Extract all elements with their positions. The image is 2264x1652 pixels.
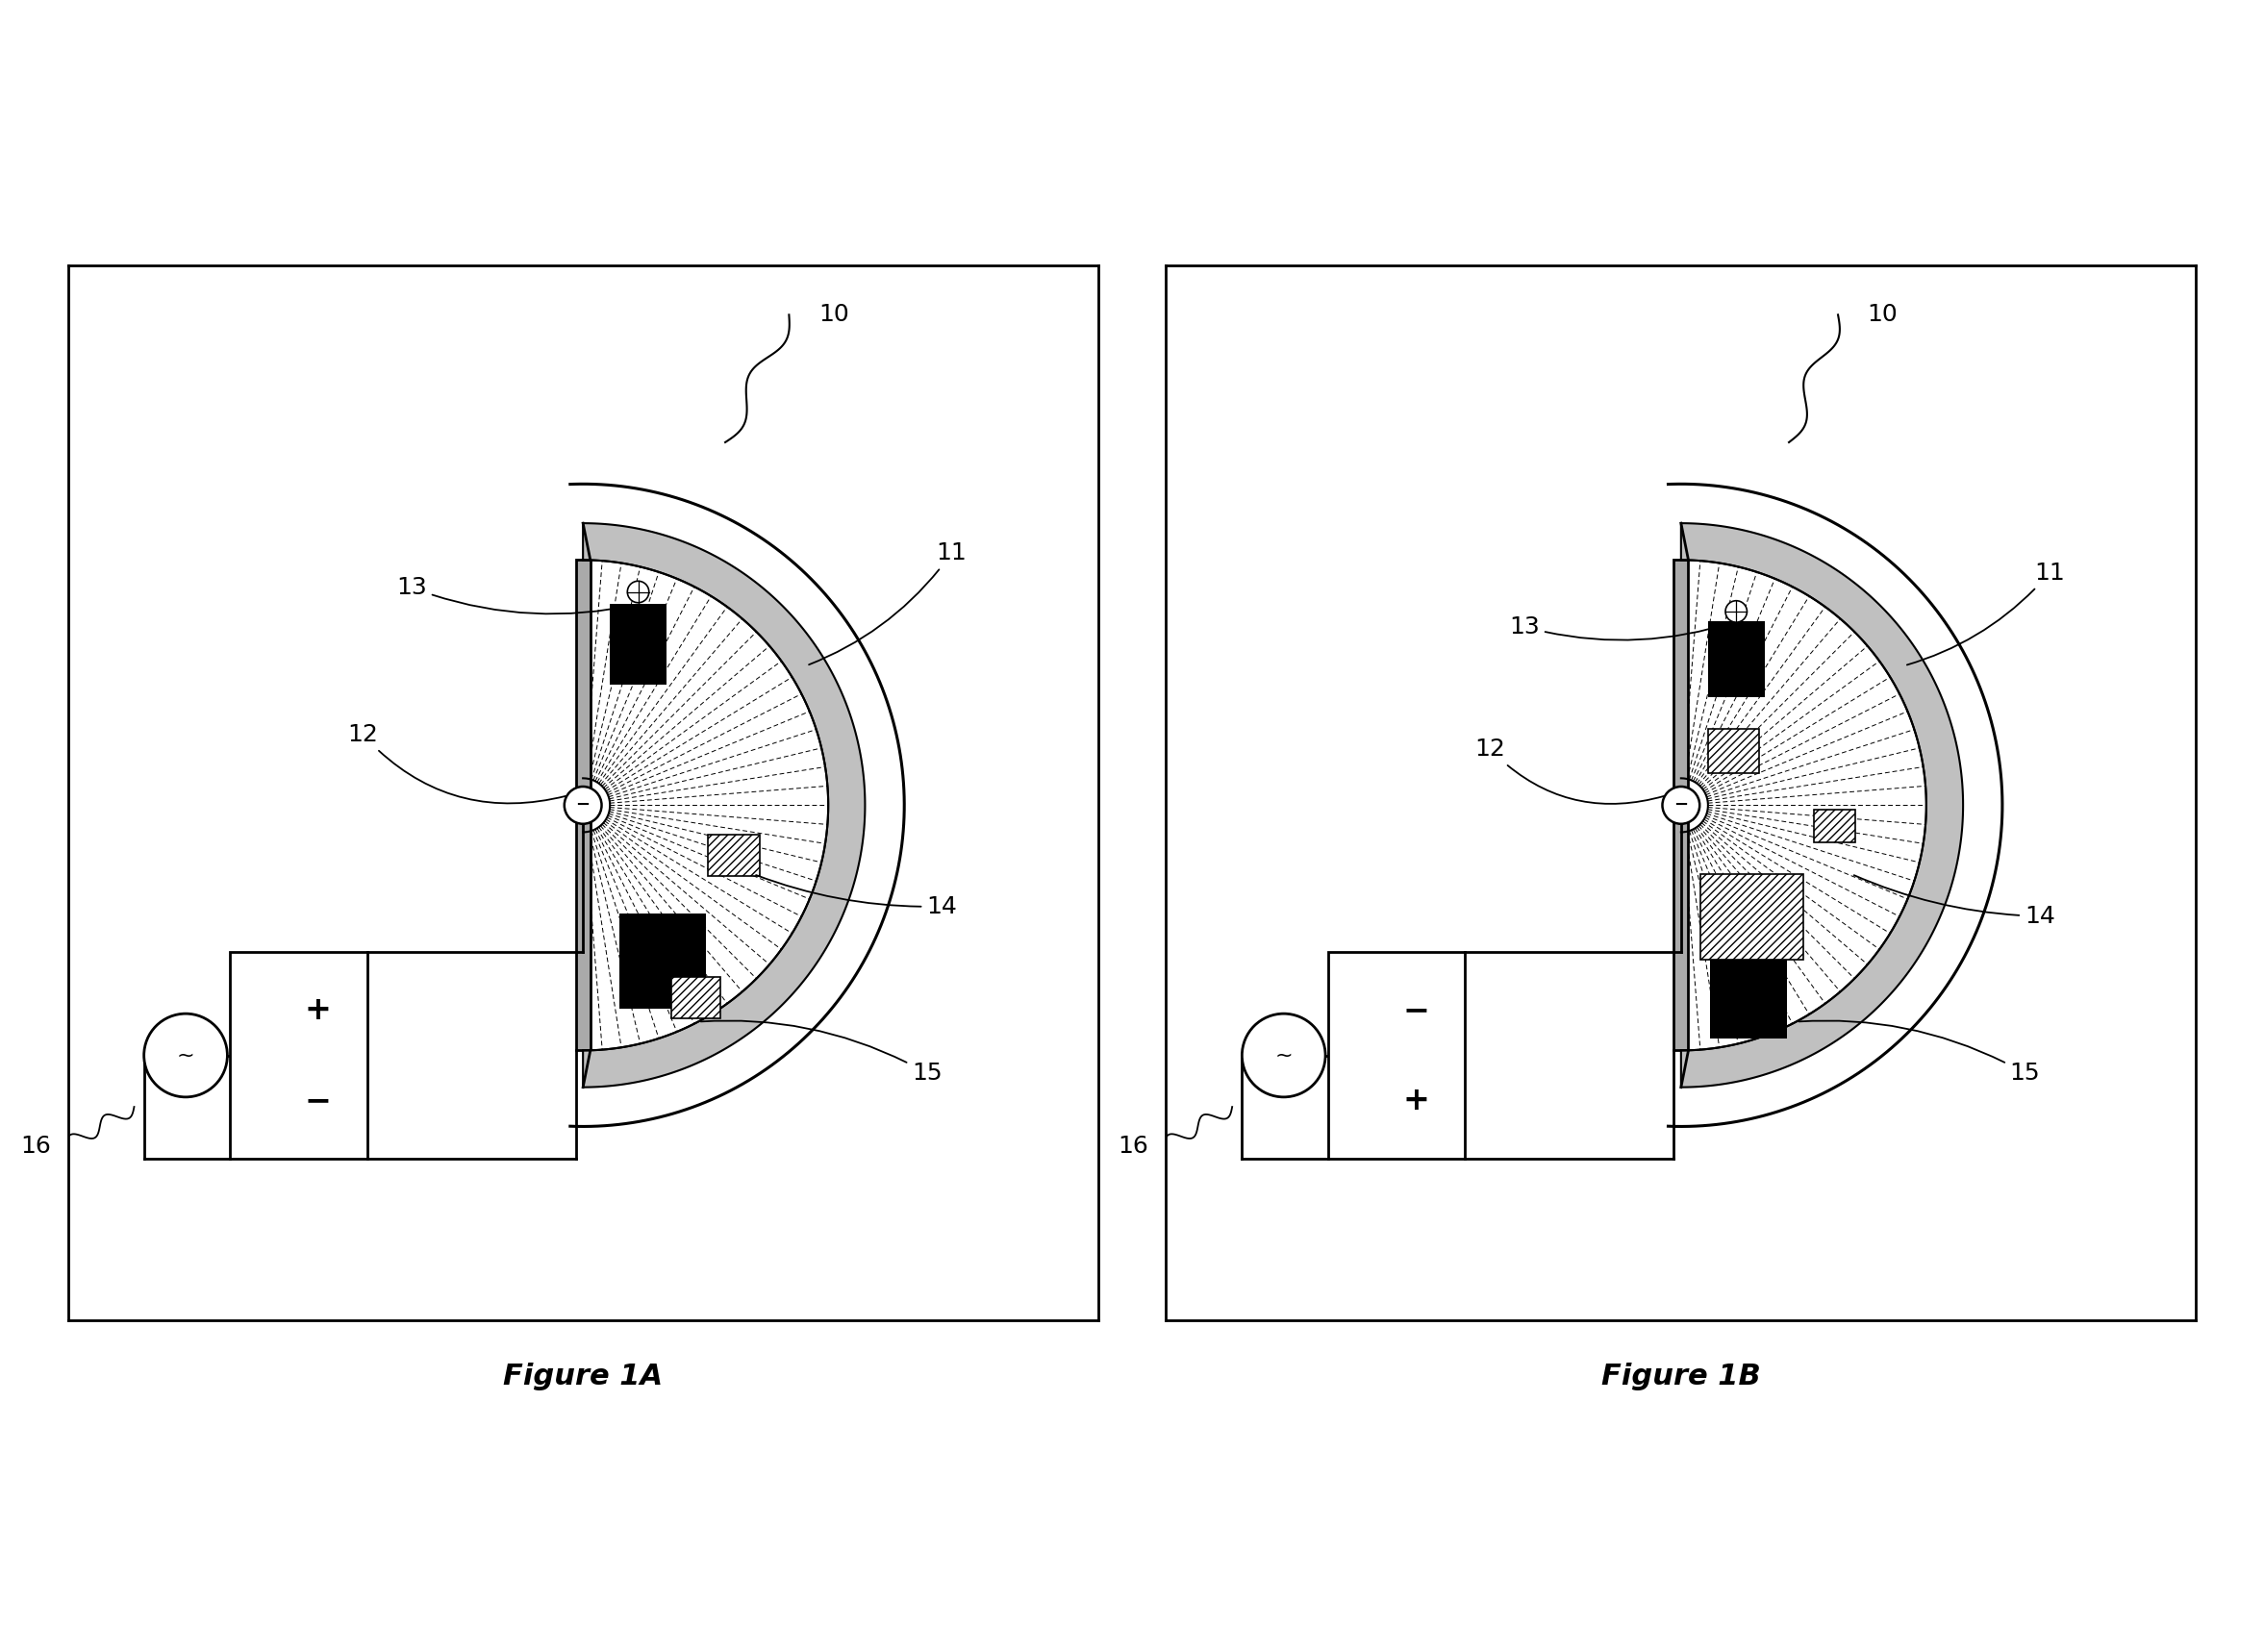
- Polygon shape: [1680, 524, 1963, 1087]
- Text: −: −: [306, 1085, 331, 1117]
- Text: 13: 13: [396, 577, 636, 615]
- Text: 14: 14: [1854, 876, 2056, 928]
- Bar: [231, 952, 367, 1158]
- Text: 12: 12: [349, 724, 566, 803]
- Text: −: −: [575, 796, 591, 814]
- Circle shape: [1243, 1014, 1324, 1097]
- Text: 10: 10: [820, 304, 849, 327]
- Text: 15: 15: [702, 1021, 942, 1085]
- Text: 15: 15: [1800, 1021, 2040, 1085]
- Bar: [1813, 809, 1854, 843]
- Bar: [575, 560, 591, 1051]
- Circle shape: [1725, 601, 1748, 623]
- Text: ~: ~: [1275, 1046, 1293, 1066]
- Circle shape: [1662, 786, 1700, 824]
- Bar: [1707, 621, 1764, 697]
- Text: −: −: [1673, 796, 1689, 814]
- Bar: [709, 834, 761, 876]
- Text: 11: 11: [808, 542, 967, 664]
- Circle shape: [564, 786, 602, 824]
- Text: 16: 16: [1118, 1135, 1148, 1158]
- Bar: [609, 605, 666, 686]
- Bar: [1712, 952, 1786, 1037]
- Text: +: +: [306, 995, 331, 1026]
- Text: ~: ~: [177, 1046, 195, 1066]
- Text: 14: 14: [756, 876, 958, 919]
- Circle shape: [145, 1014, 226, 1097]
- Text: 10: 10: [1868, 304, 1897, 327]
- Text: +: +: [1404, 1085, 1429, 1117]
- Polygon shape: [584, 524, 865, 1087]
- Text: −: −: [1404, 995, 1429, 1026]
- Text: 13: 13: [1510, 615, 1734, 639]
- Bar: [1707, 729, 1759, 773]
- Text: 12: 12: [1476, 738, 1664, 805]
- Bar: [672, 976, 720, 1019]
- Bar: [1673, 560, 1689, 1051]
- Text: 11: 11: [1906, 562, 2065, 664]
- Text: Figure 1A: Figure 1A: [503, 1363, 663, 1391]
- Bar: [620, 914, 706, 1009]
- Circle shape: [627, 582, 650, 603]
- Text: Figure 1B: Figure 1B: [1601, 1363, 1761, 1391]
- Bar: [1327, 952, 1465, 1158]
- Text: 16: 16: [20, 1135, 50, 1158]
- Bar: [1700, 874, 1804, 960]
